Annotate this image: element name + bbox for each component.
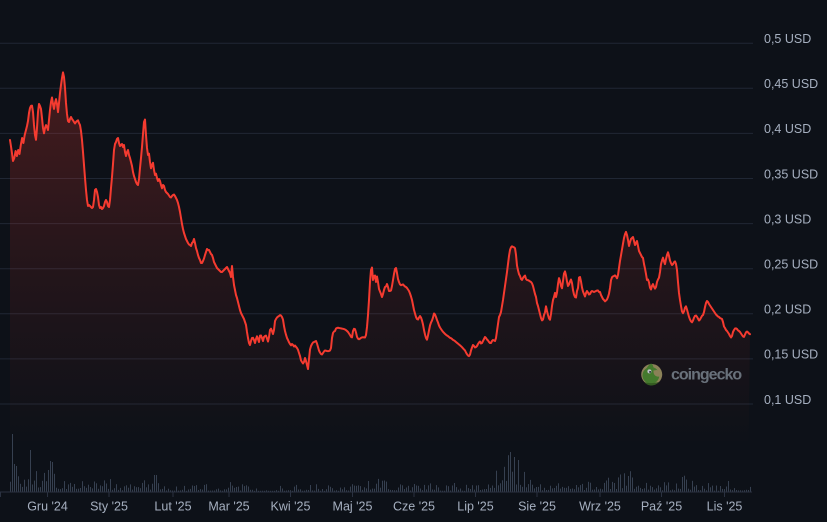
svg-text:0,2 USD: 0,2 USD [764,303,811,317]
svg-text:Gru '24: Gru '24 [27,500,68,514]
svg-text:0,35 USD: 0,35 USD [764,167,818,181]
svg-text:Lut '25: Lut '25 [154,500,191,514]
svg-text:Lis '25: Lis '25 [707,500,743,514]
svg-text:0,45 USD: 0,45 USD [764,77,818,91]
svg-text:0,15 USD: 0,15 USD [764,348,818,362]
svg-text:Wrz '25: Wrz '25 [579,500,621,514]
svg-text:Cze '25: Cze '25 [393,500,435,514]
svg-text:Kwi '25: Kwi '25 [271,500,311,514]
svg-text:Sie '25: Sie '25 [518,500,556,514]
svg-text:0,3 USD: 0,3 USD [764,212,811,226]
svg-text:Maj '25: Maj '25 [333,500,373,514]
svg-text:0,25 USD: 0,25 USD [764,258,818,272]
svg-text:Paź '25: Paź '25 [641,500,682,514]
svg-text:0,1 USD: 0,1 USD [764,393,811,407]
svg-text:Sty '25: Sty '25 [90,500,128,514]
svg-text:coingecko: coingecko [671,367,742,384]
svg-text:Lip '25: Lip '25 [457,500,493,514]
svg-text:Mar '25: Mar '25 [208,500,249,514]
svg-text:0,4 USD: 0,4 USD [764,122,811,136]
svg-text:0,5 USD: 0,5 USD [764,32,811,46]
